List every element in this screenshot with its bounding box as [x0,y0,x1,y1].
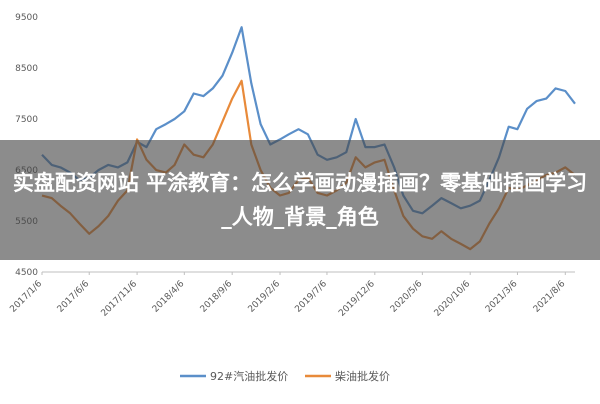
y-tick-label: 4500 [15,268,38,278]
legend-label-gasoline: 92#汽油批发价 [210,369,288,383]
x-tick-label: 2021/3/6 [484,279,520,315]
x-tick-label: 2020/5/6 [389,279,425,315]
x-tick-label: 2017/11/6 [100,279,140,319]
y-tick-label: 8500 [15,64,38,74]
chart-legend: 92#汽油批发价 柴油批发价 [180,369,390,383]
x-tick-label: 2019/2/6 [247,279,283,315]
title-overlay-banner: 实盘配资网站 平涂教育：怎么学画动漫插画？零基础插画学习_人物_背景_角色 [0,140,600,260]
x-tick-label: 2020/10/6 [433,279,473,319]
x-tick-label: 2017/1/6 [8,279,44,315]
x-tick-label: 2018/4/6 [151,279,187,315]
y-tick-label: 7500 [15,115,38,125]
overlay-title: 实盘配资网站 平涂教育：怎么学画动漫插画？零基础插画学习_人物_背景_角色 [12,171,588,229]
y-tick-label: 9500 [15,13,38,23]
x-tick-label: 2019/12/6 [337,279,377,319]
x-tick-label: 2017/6/6 [56,279,92,315]
x-tick-label: 2021/8/6 [532,279,568,315]
x-tick-label: 2019/7/6 [293,279,329,315]
legend-label-diesel: 柴油批发价 [335,369,390,383]
x-tick-label: 2018/9/6 [199,279,235,315]
